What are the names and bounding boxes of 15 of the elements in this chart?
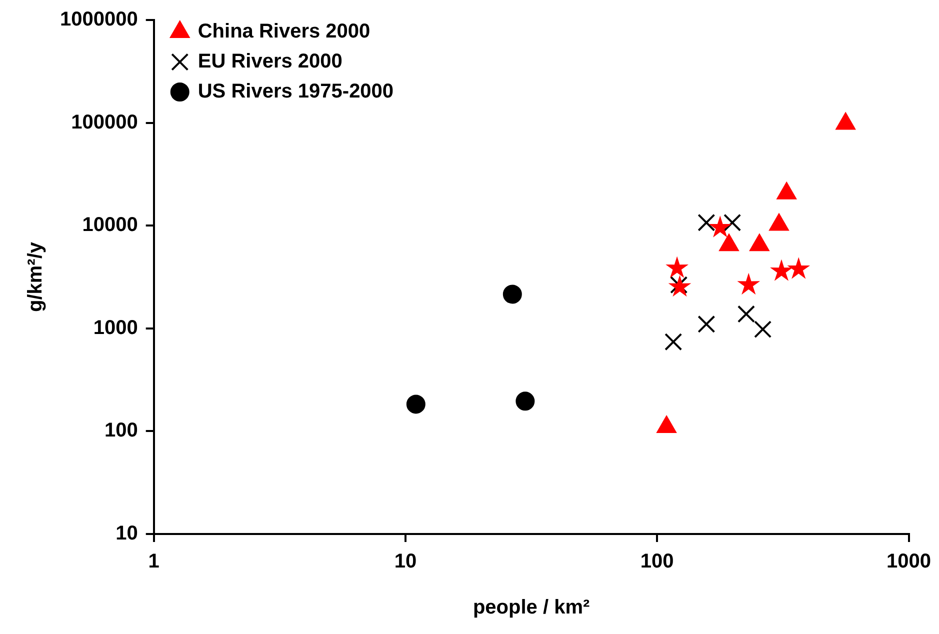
y-tick-label: 100 <box>104 420 138 442</box>
x-axis-title: people / km² <box>472 596 590 619</box>
y-tick-label: 100000 <box>71 111 138 134</box>
y-tick-label: 10 <box>116 522 138 545</box>
x-tick-label: 1000 <box>886 550 932 573</box>
y-tick-label: 1000 <box>93 316 138 339</box>
legend-label: China Rivers 2000 <box>198 20 370 43</box>
x-tick-label: 100 <box>640 550 674 573</box>
x-tick-label: 1 <box>148 550 160 573</box>
legend-label: EU Rivers 2000 <box>198 50 342 73</box>
y-tick-label: 10000 <box>82 214 138 236</box>
x-tick-label: 10 <box>394 550 417 573</box>
legend-label: US Rivers 1975-2000 <box>198 80 394 103</box>
y-tick-label: 1000000 <box>60 8 138 31</box>
y-axis-title: g/km²/y <box>24 241 47 312</box>
